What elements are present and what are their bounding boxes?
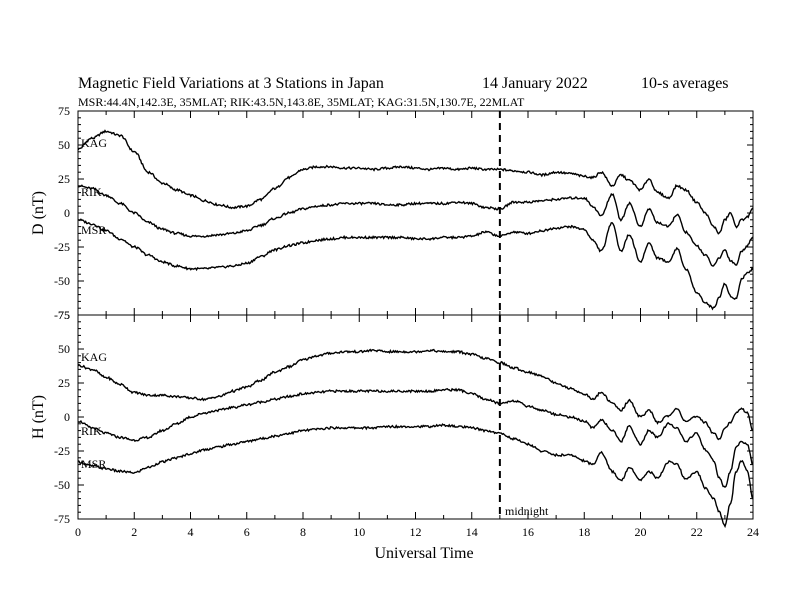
x-tick-label: 24 bbox=[747, 525, 759, 539]
series-label-kag: KAG bbox=[81, 136, 107, 150]
x-tick-label: 18 bbox=[578, 525, 590, 539]
x-tick-label: 6 bbox=[244, 525, 250, 539]
x-tick-label: 12 bbox=[410, 525, 422, 539]
figure-title: Magnetic Field Variations at 3 Stations … bbox=[78, 75, 384, 92]
y-tick-label: 0 bbox=[64, 206, 70, 220]
x-tick-label: 20 bbox=[635, 525, 647, 539]
x-axis-label: Universal Time bbox=[374, 545, 473, 562]
ylabel-d: D (nT) bbox=[30, 191, 47, 235]
y-tick-label: -75 bbox=[54, 308, 70, 322]
plot-frame bbox=[77, 314, 754, 520]
figure-date: 14 January 2022 bbox=[482, 75, 588, 92]
x-tick-label: 16 bbox=[522, 525, 534, 539]
x-tick-label: 2 bbox=[131, 525, 137, 539]
panel-d: -75 -50 -25 0 25 50 75 KAG RIK MSR bbox=[54, 104, 754, 322]
ylabel-h: H (nT) bbox=[30, 395, 47, 439]
midnight-label: midnight bbox=[505, 504, 549, 518]
x-tick-label: 8 bbox=[300, 525, 306, 539]
y-tick-label: -50 bbox=[54, 478, 70, 492]
series-line-rik bbox=[77, 387, 754, 489]
series-label-kag: KAG bbox=[81, 350, 107, 364]
x-tick-label: 10 bbox=[353, 525, 365, 539]
figure-averaging: 10-s averages bbox=[641, 75, 729, 92]
y-tick-label: 25 bbox=[58, 376, 70, 390]
y-tick-label: -50 bbox=[54, 274, 70, 288]
y-tick-label: 50 bbox=[58, 138, 70, 152]
x-tick-label: 0 bbox=[75, 525, 81, 539]
y-tick-label: 50 bbox=[58, 342, 70, 356]
series-line-kag bbox=[77, 348, 754, 441]
series-line-msr bbox=[77, 423, 754, 529]
series-label-msr: MSR bbox=[81, 223, 106, 237]
series-label-msr: MSR bbox=[81, 457, 106, 471]
series-line-rik bbox=[78, 184, 754, 267]
series-line-kag bbox=[77, 129, 754, 235]
x-tick-label: 22 bbox=[691, 525, 703, 539]
x-tick-label: 14 bbox=[466, 525, 478, 539]
series-line-msr bbox=[77, 218, 754, 311]
y-tick-label: -25 bbox=[54, 240, 70, 254]
y-tick-label: -25 bbox=[54, 444, 70, 458]
y-tick-label: -75 bbox=[54, 512, 70, 526]
station-coordinates: MSR:44.4N,142.3E, 35MLAT; RIK:43.5N,143.… bbox=[78, 95, 525, 109]
y-tick-label: 75 bbox=[58, 104, 70, 118]
y-tick-label: 0 bbox=[64, 410, 70, 424]
series-label-rik: RIK bbox=[81, 424, 102, 438]
x-tick-label: 4 bbox=[188, 525, 194, 539]
y-tick-label: 25 bbox=[58, 172, 70, 186]
y-tick-label: 75 bbox=[58, 308, 70, 322]
series-label-rik: RIK bbox=[81, 185, 102, 199]
